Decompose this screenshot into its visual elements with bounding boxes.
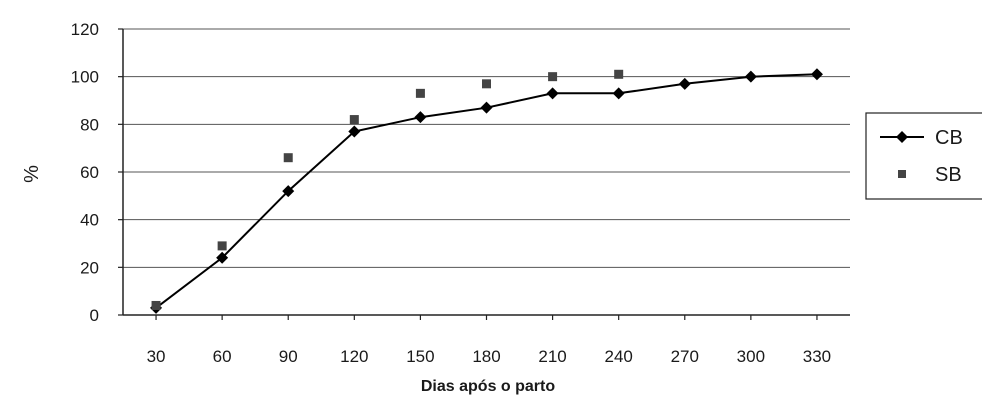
cb-point-marker [348,125,361,138]
series [150,68,823,314]
sb-point-marker [482,79,491,89]
cb-point-marker [810,68,823,81]
sb-point-marker [217,241,227,251]
y-tick-label: 60 [80,163,99,182]
sb-point-marker [548,72,558,82]
axes [118,28,850,320]
x-axis-title: Dias após o parto [421,378,555,395]
cb-point-marker [546,87,559,100]
gridlines [123,28,850,268]
x-tick-label: 180 [472,347,500,366]
sb-point-marker [283,153,293,163]
legend-item-cb: CB [880,127,963,149]
cb-point-marker [678,77,691,90]
cb-point-marker [216,251,229,264]
x-tick-label: 270 [671,347,699,366]
x-tick-label: 240 [604,347,632,366]
x-tick-label: 120 [340,347,368,366]
cb-point-marker [480,101,493,114]
x-tick-label: 60 [213,347,232,366]
y-tick-label: 0 [90,306,99,325]
sb-point-marker [151,300,161,310]
x-tick-label: 30 [147,347,166,366]
legend-cb-label: CB [935,127,963,149]
sb-point-marker [415,88,425,98]
y-tick-label: 80 [80,115,99,134]
y-axis-title: % [21,165,43,183]
y-tick-label: 40 [80,211,99,230]
legend-cb-diamond-marker [896,131,908,143]
cb-point-marker [612,87,625,100]
legend-sb-label: SB [935,164,962,186]
legend-sb-square-marker [898,170,906,178]
sb-point-marker [349,115,359,125]
x-tick-label: 300 [737,347,765,366]
sb-point-marker [614,69,624,79]
y-tick-label: 100 [71,68,99,87]
y-tick-label: 120 [71,20,99,39]
x-tick-label: 210 [538,347,566,366]
cb-point-marker [282,185,295,198]
y-tick-label: 20 [80,258,99,277]
x-tick-label: 150 [406,347,434,366]
cb-point-marker [414,111,427,124]
y-tick-labels: 0 20 40 60 80 100 120 [71,20,99,325]
x-tick-label: 90 [279,347,298,366]
cb-point-marker [744,70,757,83]
legend: CB SB [865,112,982,200]
x-tick-label: 330 [803,347,831,366]
x-tick-labels: 30 60 90 120 150 180 210 240 270 300 330 [147,347,832,366]
legend-box [865,112,982,200]
legend-item-sb: SB [898,164,962,186]
